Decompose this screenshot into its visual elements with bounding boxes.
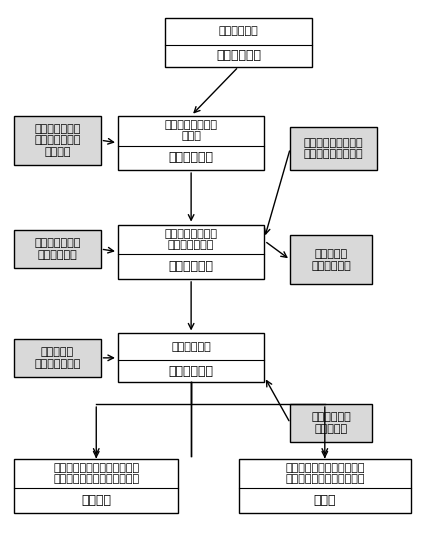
FancyBboxPatch shape bbox=[118, 224, 264, 279]
Text: 输入参数：
系统仿真分析: 输入参数： 系统仿真分析 bbox=[312, 249, 351, 271]
Text: 热分析: 热分析 bbox=[313, 494, 336, 507]
FancyBboxPatch shape bbox=[239, 458, 411, 513]
Text: 输入参数：负载、激励参数、
运动条件、仿真时间、步长等: 输入参数：负载、激励参数、 运动条件、仿真时间、步长等 bbox=[53, 463, 139, 484]
FancyBboxPatch shape bbox=[290, 404, 372, 442]
Text: 传递数据：三
维电机模型: 传递数据：三 维电机模型 bbox=[312, 412, 351, 434]
Text: 电磁分析: 电磁分析 bbox=[81, 494, 111, 507]
FancyBboxPatch shape bbox=[165, 18, 312, 67]
Text: 结构参数计算: 结构参数计算 bbox=[169, 260, 214, 273]
Text: 输入参数：性能指
标参数: 输入参数：性能指 标参数 bbox=[164, 120, 217, 142]
Text: 传递数据：
所有结构参数值: 传递数据： 所有结构参数值 bbox=[34, 347, 81, 369]
Text: 输入参数：无: 输入参数：无 bbox=[171, 342, 211, 352]
Text: 传递数据：关键
性能指标参数: 传递数据：关键 性能指标参数 bbox=[34, 238, 81, 260]
Text: 电机类型选择: 电机类型选择 bbox=[216, 49, 261, 62]
FancyBboxPatch shape bbox=[290, 235, 372, 284]
FancyBboxPatch shape bbox=[118, 333, 264, 382]
Text: 输入参数：材料热参数、热
源参数、仿真时间、步长等: 输入参数：材料热参数、热 源参数、仿真时间、步长等 bbox=[285, 463, 365, 484]
Text: 传递数据：电机本体
参数，如电阻、电感: 传递数据：电机本体 参数，如电阻、电感 bbox=[304, 137, 363, 159]
Text: 输入参数：无: 输入参数：无 bbox=[219, 26, 258, 36]
FancyBboxPatch shape bbox=[290, 126, 377, 170]
Text: 传递数据：所有
结构参数和三维
模型构型: 传递数据：所有 结构参数和三维 模型构型 bbox=[34, 124, 81, 157]
Text: 三维模型显示: 三维模型显示 bbox=[169, 365, 214, 378]
FancyBboxPatch shape bbox=[14, 339, 101, 377]
Text: 性能指标输入: 性能指标输入 bbox=[169, 152, 214, 164]
Text: 输入参数：设计要
素及经验参数值: 输入参数：设计要 素及经验参数值 bbox=[164, 229, 217, 251]
FancyBboxPatch shape bbox=[14, 230, 101, 268]
FancyBboxPatch shape bbox=[14, 458, 178, 513]
FancyBboxPatch shape bbox=[14, 115, 101, 165]
FancyBboxPatch shape bbox=[118, 115, 264, 170]
